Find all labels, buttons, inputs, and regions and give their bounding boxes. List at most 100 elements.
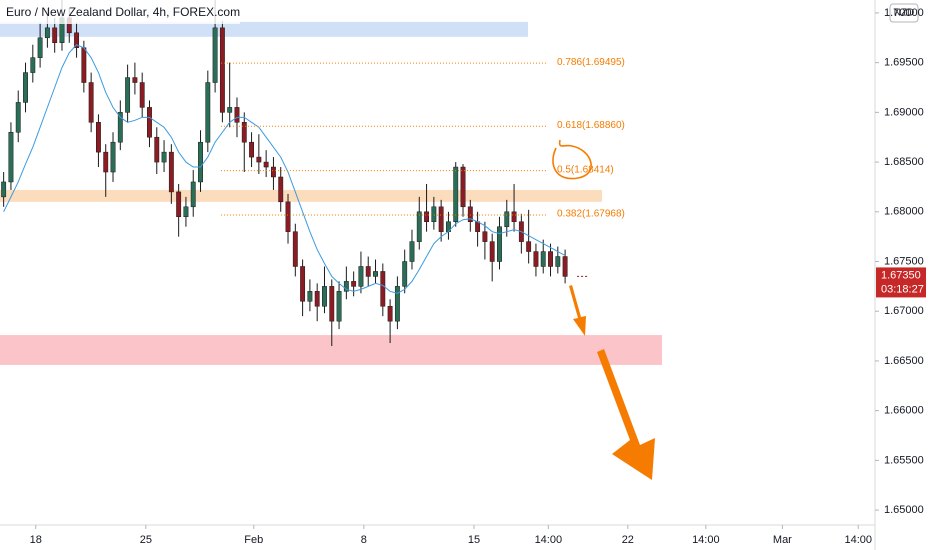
candle-body bbox=[1, 181, 7, 198]
candle-body bbox=[533, 251, 539, 267]
candle-body bbox=[548, 251, 553, 267]
candle-body bbox=[256, 156, 262, 163]
candle-body bbox=[37, 37, 43, 58]
fib-label: 0.618(1.68860) bbox=[557, 120, 625, 131]
candle-body bbox=[205, 82, 211, 143]
x-tick-label: 14:00 bbox=[692, 534, 720, 546]
candle-body bbox=[52, 27, 58, 44]
candle-body bbox=[409, 241, 415, 262]
candle-body bbox=[154, 136, 160, 163]
candle-body bbox=[416, 211, 422, 242]
candle-body bbox=[81, 47, 87, 83]
candle-body bbox=[212, 27, 218, 83]
big-arrow bbox=[597, 349, 655, 480]
candle-body bbox=[336, 291, 342, 322]
candle-body bbox=[394, 286, 400, 322]
y-tick-label: 1.66500 bbox=[884, 355, 924, 367]
y-tick-label: 1.68000 bbox=[884, 206, 924, 218]
candle-body bbox=[467, 206, 473, 222]
zone bbox=[0, 335, 662, 365]
candle-body bbox=[453, 166, 459, 222]
candle-body bbox=[285, 201, 291, 232]
y-tick-label: 1.65500 bbox=[884, 454, 924, 466]
fib-label: 0.786(1.69495) bbox=[557, 57, 625, 68]
last-price-box bbox=[876, 267, 926, 298]
candle-body bbox=[147, 107, 152, 138]
candle-body bbox=[329, 286, 335, 322]
candle-body bbox=[103, 151, 109, 173]
candle-body bbox=[278, 176, 284, 203]
currency-box[interactable] bbox=[889, 3, 919, 23]
candle-body bbox=[23, 72, 28, 103]
zone bbox=[0, 189, 602, 202]
y-tick-label: 1.67500 bbox=[884, 255, 924, 267]
x-tick-label: 22 bbox=[622, 534, 634, 546]
candle-body bbox=[540, 251, 546, 267]
x-tick-label: 15 bbox=[468, 534, 480, 546]
candle-body bbox=[30, 57, 36, 73]
candle-body bbox=[176, 191, 182, 218]
title-bg bbox=[0, 0, 240, 24]
fib-label: 0.5(1.68414) bbox=[557, 164, 614, 175]
candle-body bbox=[227, 107, 233, 113]
candle-body bbox=[96, 122, 101, 153]
candle-body bbox=[402, 261, 408, 287]
currency: NZD bbox=[894, 8, 915, 19]
candle-body bbox=[380, 271, 386, 307]
candle-body bbox=[241, 122, 247, 143]
candle-body bbox=[161, 151, 167, 163]
y-tick-label: 1.68500 bbox=[884, 156, 924, 168]
candle-body bbox=[8, 131, 14, 183]
candle-body bbox=[314, 291, 320, 307]
candle-body bbox=[88, 82, 94, 123]
x-tick-label: Feb bbox=[244, 534, 263, 546]
candle-body bbox=[292, 231, 298, 267]
candle-body bbox=[322, 286, 327, 307]
circle-annotation bbox=[552, 139, 592, 180]
countdown: 03:18:27 bbox=[881, 283, 924, 295]
candle-body bbox=[489, 241, 495, 262]
moving-average bbox=[3, 44, 566, 294]
candle-body bbox=[511, 211, 517, 222]
candle-body bbox=[424, 211, 429, 222]
candle-body bbox=[44, 27, 50, 39]
candle-body bbox=[74, 32, 79, 48]
candle-body bbox=[139, 82, 145, 108]
candle-body bbox=[117, 112, 123, 143]
chart-title: Euro / New Zealand Dollar, 4h, FOREX.com bbox=[6, 5, 240, 19]
candle-body bbox=[198, 141, 203, 183]
candle-body bbox=[132, 77, 138, 83]
candle-body bbox=[190, 181, 196, 208]
candle-body bbox=[365, 266, 371, 277]
candle-body bbox=[249, 141, 254, 158]
y-tick-label: 1.69000 bbox=[884, 106, 924, 118]
y-tick-label: 1.66000 bbox=[884, 405, 924, 417]
x-tick-label: 14:00 bbox=[844, 534, 872, 546]
last-price-label: 1.67350 bbox=[881, 269, 921, 281]
candle-body bbox=[110, 141, 116, 173]
y-tick-label: 1.65000 bbox=[884, 504, 924, 516]
candle-body bbox=[125, 77, 131, 113]
candle-body bbox=[351, 281, 357, 287]
candle-body bbox=[234, 107, 240, 123]
candle-body bbox=[482, 231, 488, 242]
candle-body bbox=[460, 166, 466, 208]
y-tick-label: 1.67000 bbox=[884, 305, 924, 317]
candle-body bbox=[373, 271, 378, 277]
x-tick-label: Mar bbox=[773, 534, 792, 546]
x-tick-label: 8 bbox=[361, 534, 367, 546]
x-tick-label: 14:00 bbox=[535, 534, 563, 546]
candle-body bbox=[497, 226, 502, 262]
candle-body bbox=[15, 102, 21, 133]
candle-body bbox=[219, 27, 225, 113]
candle-body bbox=[263, 161, 269, 168]
candle-body bbox=[431, 206, 437, 222]
candle-body bbox=[183, 206, 189, 218]
x-tick-label: 25 bbox=[140, 534, 152, 546]
candle-body bbox=[358, 266, 364, 287]
candle-body bbox=[343, 281, 349, 292]
candle-body bbox=[271, 166, 276, 178]
candle-body bbox=[526, 241, 532, 252]
